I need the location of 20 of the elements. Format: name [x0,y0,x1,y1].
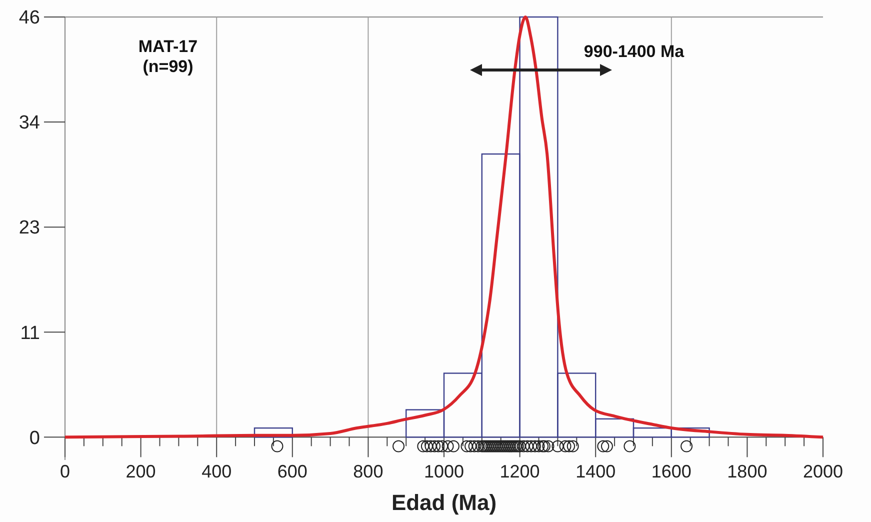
x-tick-label: 1000 [424,461,464,482]
x-tick-label: 400 [202,461,232,482]
annotation: (n=99) [142,57,194,76]
x-tick-label: 2000 [802,461,844,482]
x-tick-label: 1200 [500,461,540,482]
y-tick-label: 46 [18,8,40,29]
x-tick-label: 0 [60,461,70,482]
x-axis-title: Edad (Ma) [391,490,497,515]
x-tick-label: 1400 [576,461,616,482]
x-tick-label: 1800 [727,461,768,482]
annotation: MAT-17 [138,37,198,56]
x-tick-label: 200 [126,461,156,482]
x-tick-label: 600 [277,461,308,482]
y-tick-label: 23 [18,218,40,239]
y-tick-label: 0 [29,428,40,449]
x-tick-label: 800 [353,461,384,482]
x-tick-label: 1600 [651,461,692,482]
y-tick-label: 34 [18,112,40,134]
y-tick-label: 11 [20,322,40,344]
annotation: 990-1400 Ma [584,42,685,61]
